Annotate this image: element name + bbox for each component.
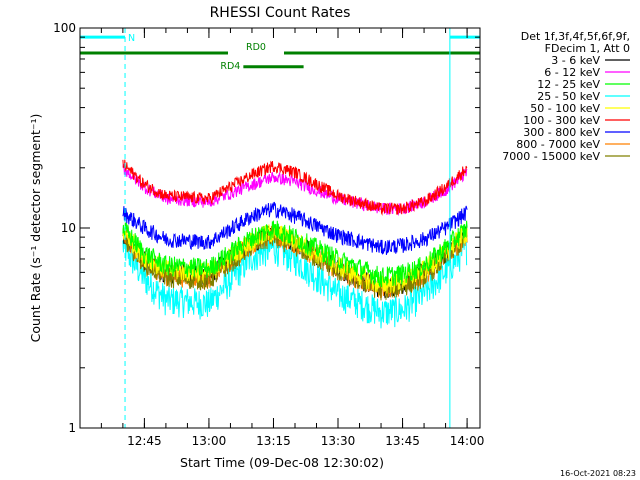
series-line-6 [122,159,468,216]
x-tick-label: 13:00 [192,434,227,448]
chart-title: RHESSI Count Rates [210,5,351,21]
legend-label: 800 - 7000 keV [516,138,600,151]
axes-layer: 1 10 100 12:45 13:00 13:15 13:30 13:45 14:00 [53,21,484,448]
legend-header-line: FDecim 1, Att 0 [545,42,630,55]
x-tick-label: 13:45 [385,434,420,448]
series-line-9 [122,228,468,301]
legend-label: 6 - 12 keV [544,66,600,79]
x-tick-label: 12:45 [127,434,162,448]
y-tick-label: 10 [61,221,76,235]
legend-label: 12 - 25 keV [537,78,600,91]
y-tick-label: 100 [53,21,76,35]
legend-label: 300 - 800 keV [523,126,600,139]
legend-header-line: Det 1f,3f,4f,5f,6f,9f, [521,30,630,43]
x-tick-label: 14:00 [450,434,485,448]
y-tick-label: 1 [68,421,76,435]
x-tick-label: 13:30 [321,434,356,448]
rd0-label: RD0 [246,42,266,53]
x-tick-label: 13:15 [256,434,291,448]
series-line-3 [122,220,468,288]
legend-label: 100 - 300 keV [523,114,600,127]
timestamp-label: 16-Oct-2021 08:23 [560,469,636,478]
series-line-2 [122,164,468,217]
y-axis-label: Count Rate (s⁻¹ detector segment⁻¹) [28,114,43,343]
legend-label: 25 - 50 keV [537,90,600,103]
series-line-7 [122,201,468,255]
legend-label: 7000 - 15000 keV [502,150,600,163]
legend: Det 1f,3f,4f,5f,6f,9f,FDecim 1, Att 03 -… [502,30,630,163]
rd4-label: RD4 [220,61,240,72]
series-layer [122,159,468,329]
legend-label: 50 - 100 keV [530,102,600,115]
x-axis-label: Start Time (09-Dec-08 12:30:02) [180,455,384,470]
night-label: N [128,33,135,44]
legend-label: 3 - 6 keV [551,54,600,67]
